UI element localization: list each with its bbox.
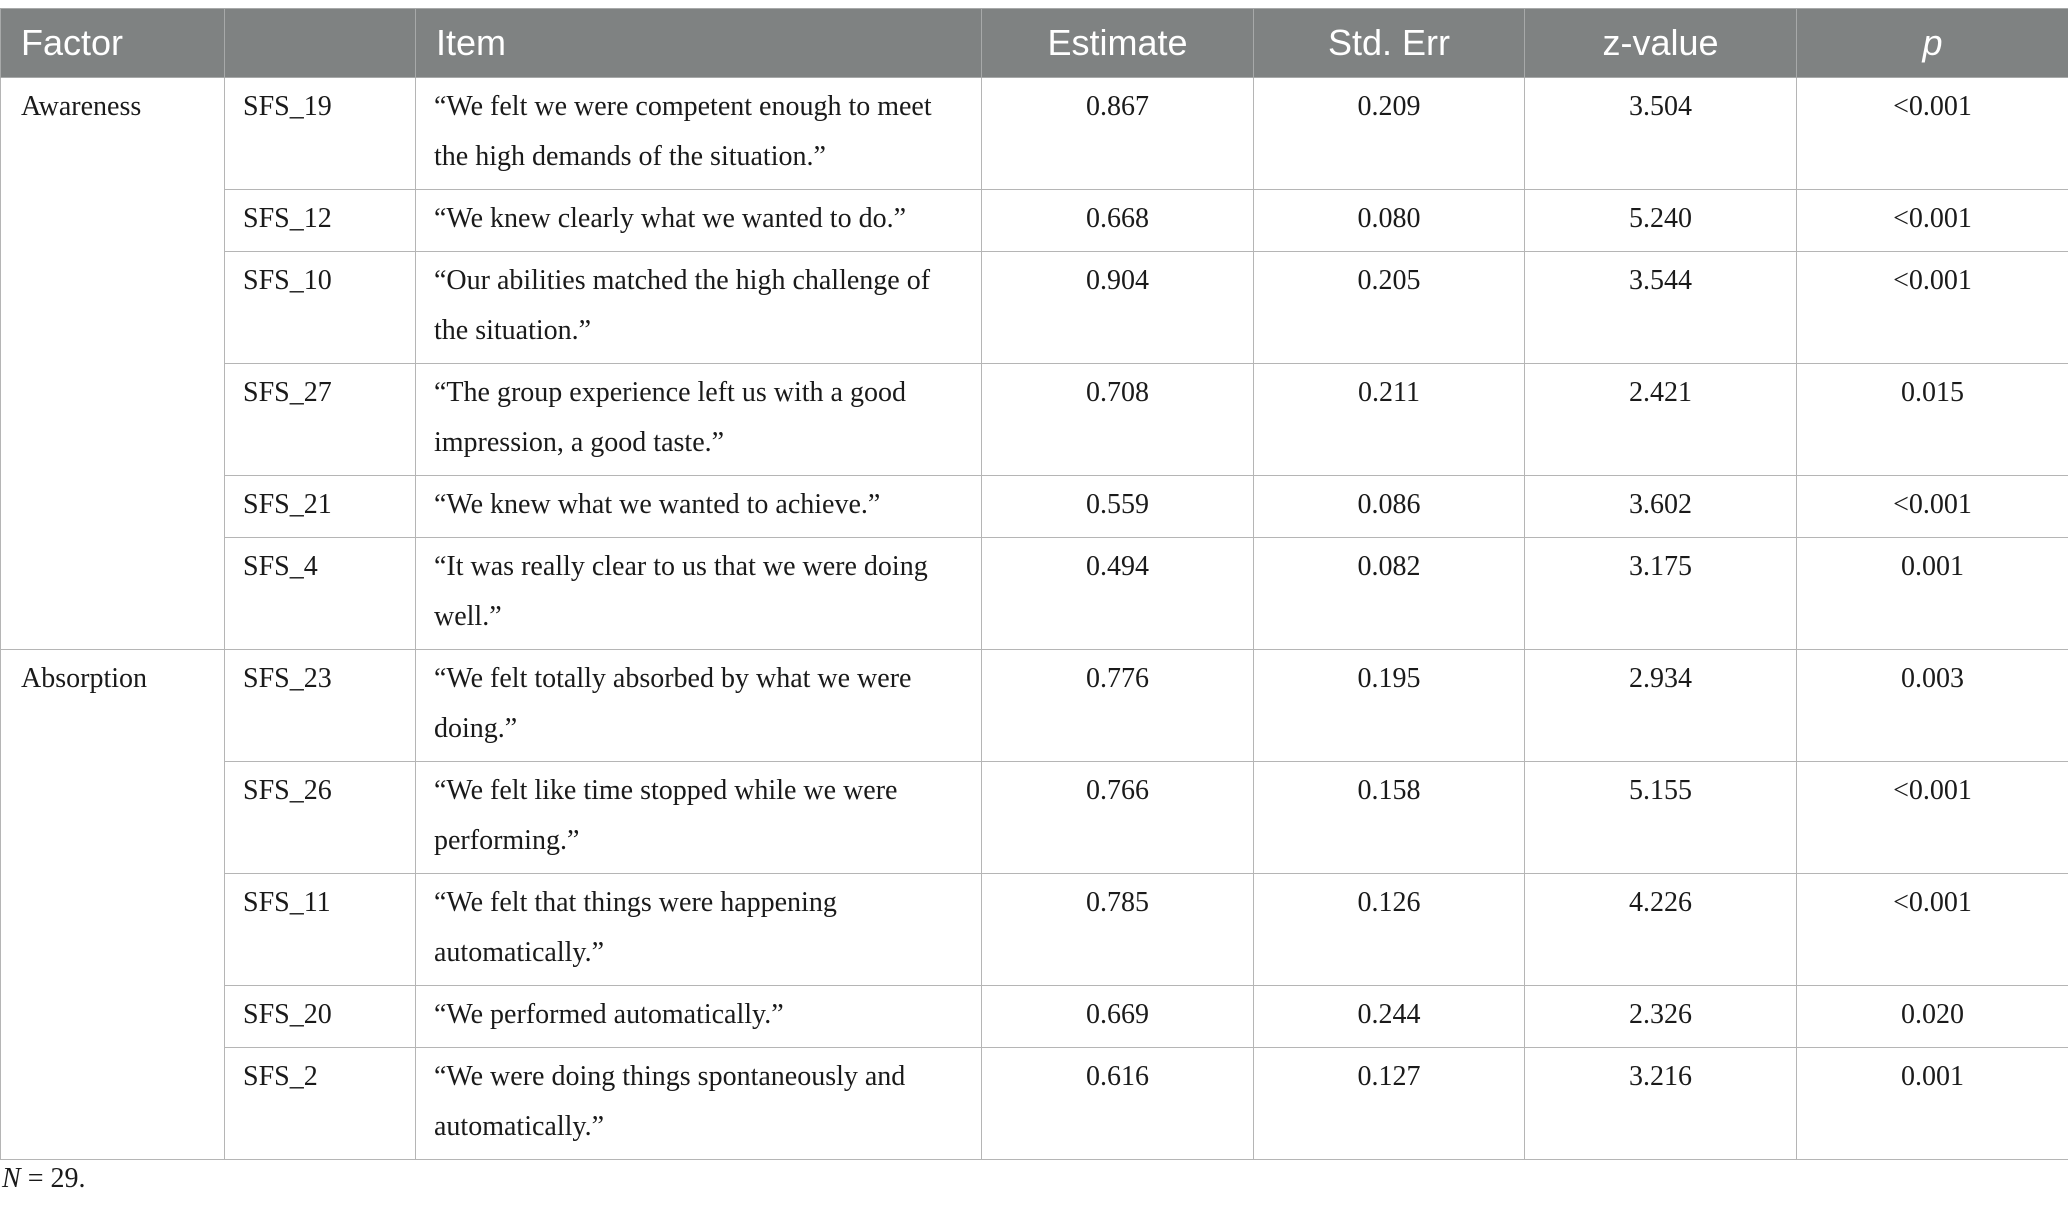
z-value-cell: 3.175	[1524, 537, 1797, 650]
item-text-cell: “We felt like time stopped while we were…	[415, 761, 982, 874]
estimate-cell: 0.669	[981, 985, 1254, 1048]
item-code-cell: SFS_20	[224, 985, 416, 1048]
table-wrapper: Factor Item Estimate Std. Err z-value p …	[0, 8, 2068, 1160]
item-code-cell: SFS_19	[224, 77, 416, 190]
p-value-cell: 0.001	[1796, 537, 2068, 650]
z-value-cell: 3.544	[1524, 251, 1797, 364]
header-estimate: Estimate	[981, 8, 1254, 78]
z-value-cell: 3.602	[1524, 475, 1797, 538]
table-row: SFS_4 “It was really clear to us that we …	[1, 537, 2068, 650]
std-err-cell: 0.080	[1253, 189, 1525, 252]
item-text-cell: “It was really clear to us that we were …	[415, 537, 982, 650]
table-row: Awareness SFS_19 “We felt we were competen…	[0, 77, 2068, 650]
note-text: = 29.	[20, 1163, 86, 1194]
z-value-cell: 5.155	[1524, 761, 1797, 874]
estimate-cell: 0.766	[981, 761, 1254, 874]
p-value-cell: <0.001	[1796, 761, 2068, 874]
item-text-cell: “We performed automatically.”	[415, 985, 982, 1048]
item-code-cell: SFS_12	[224, 189, 416, 252]
item-code-cell: SFS_23	[224, 649, 416, 762]
item-text-cell: “We felt totally absorbed by what we wer…	[415, 649, 982, 762]
p-value-cell: 0.003	[1796, 649, 2068, 762]
z-value-cell: 2.934	[1524, 649, 1797, 762]
p-value-cell: 0.015	[1796, 363, 2068, 476]
header-item: Item	[415, 8, 982, 78]
z-value-cell: 3.216	[1524, 1047, 1797, 1160]
estimate-cell: 0.904	[981, 251, 1254, 364]
estimate-cell: 0.708	[981, 363, 1254, 476]
table-row: SFS_27 “The group experience left us with…	[1, 363, 2068, 476]
item-text-cell: “We knew what we wanted to achieve.”	[415, 475, 982, 538]
header-code	[224, 8, 416, 78]
p-value-cell: 0.001	[1796, 1047, 2068, 1160]
std-err-cell: 0.127	[1253, 1047, 1525, 1160]
item-code-cell: SFS_21	[224, 475, 416, 538]
item-text-cell: “We felt that things were happening auto…	[415, 873, 982, 986]
table-row: SFS_21 “We knew what we wanted to achieve…	[1, 475, 2068, 538]
factor-cell: Absorption	[0, 649, 225, 1160]
item-code-cell: SFS_27	[224, 363, 416, 476]
table-row: SFS_26 “We felt like time stopped while w…	[1, 761, 2068, 874]
item-code-cell: SFS_11	[224, 873, 416, 986]
std-err-cell: 0.086	[1253, 475, 1525, 538]
factor-loadings-table: Factor Item Estimate Std. Err z-value p …	[0, 8, 2068, 1160]
header-factor: Factor	[0, 8, 225, 78]
table-row: Absorption SFS_23 “We felt totally absorbe…	[0, 649, 2068, 1160]
table-row: SFS_12 “We knew clearly what we wanted to…	[1, 189, 2068, 252]
estimate-cell: 0.616	[981, 1047, 1254, 1160]
table-row: SFS_10 “Our abilities matched the high ch…	[1, 251, 2068, 364]
estimate-cell: 0.785	[981, 873, 1254, 986]
factor-cell: Awareness	[0, 77, 225, 650]
estimate-cell: 0.559	[981, 475, 1254, 538]
p-value-cell: <0.001	[1796, 251, 2068, 364]
estimate-cell: 0.494	[981, 537, 1254, 650]
table-row: SFS_20 “We performed automatically.” 0.669…	[1, 985, 2068, 1048]
p-value-cell: <0.001	[1796, 475, 2068, 538]
item-text-cell: “We knew clearly what we wanted to do.”	[415, 189, 982, 252]
z-value-cell: 2.326	[1524, 985, 1797, 1048]
z-value-cell: 2.421	[1524, 363, 1797, 476]
z-value-cell: 3.504	[1524, 77, 1797, 190]
std-err-cell: 0.244	[1253, 985, 1525, 1048]
table-body: Awareness SFS_19 “We felt we were competen…	[0, 77, 2068, 1160]
p-value-cell: <0.001	[1796, 77, 2068, 190]
header-std-err: Std. Err	[1253, 8, 1525, 78]
table-note: N = 29.	[2, 1163, 85, 1195]
item-text-cell: “We were doing things spontaneously and …	[415, 1047, 982, 1160]
std-err-cell: 0.082	[1253, 537, 1525, 650]
p-value-cell: 0.020	[1796, 985, 2068, 1048]
item-text-cell: “We felt we were competent enough to mee…	[415, 77, 982, 190]
z-value-cell: 5.240	[1524, 189, 1797, 252]
std-err-cell: 0.195	[1253, 649, 1525, 762]
note-variable: N	[2, 1163, 21, 1194]
std-err-cell: 0.209	[1253, 77, 1525, 190]
estimate-cell: 0.867	[981, 77, 1254, 190]
table-row: SFS_11 “We felt that things were happenin…	[1, 873, 2068, 986]
z-value-cell: 4.226	[1524, 873, 1797, 986]
p-value-cell: <0.001	[1796, 873, 2068, 986]
header-z-value: z-value	[1524, 8, 1797, 78]
item-code-cell: SFS_4	[224, 537, 416, 650]
header-row: Factor Item Estimate Std. Err z-value p	[0, 8, 2068, 78]
std-err-cell: 0.158	[1253, 761, 1525, 874]
item-text-cell: “The group experience left us with a goo…	[415, 363, 982, 476]
std-err-cell: 0.205	[1253, 251, 1525, 364]
estimate-cell: 0.668	[981, 189, 1254, 252]
item-code-cell: SFS_26	[224, 761, 416, 874]
item-code-cell: SFS_2	[224, 1047, 416, 1160]
item-code-cell: SFS_10	[224, 251, 416, 364]
header-p: p	[1796, 8, 2068, 78]
item-text-cell: “Our abilities matched the high challeng…	[415, 251, 982, 364]
p-value-cell: <0.001	[1796, 189, 2068, 252]
table-row: SFS_2 “We were doing things spontaneously…	[1, 1047, 2068, 1160]
std-err-cell: 0.126	[1253, 873, 1525, 986]
estimate-cell: 0.776	[981, 649, 1254, 762]
table-header: Factor Item Estimate Std. Err z-value p	[0, 8, 2068, 78]
std-err-cell: 0.211	[1253, 363, 1525, 476]
